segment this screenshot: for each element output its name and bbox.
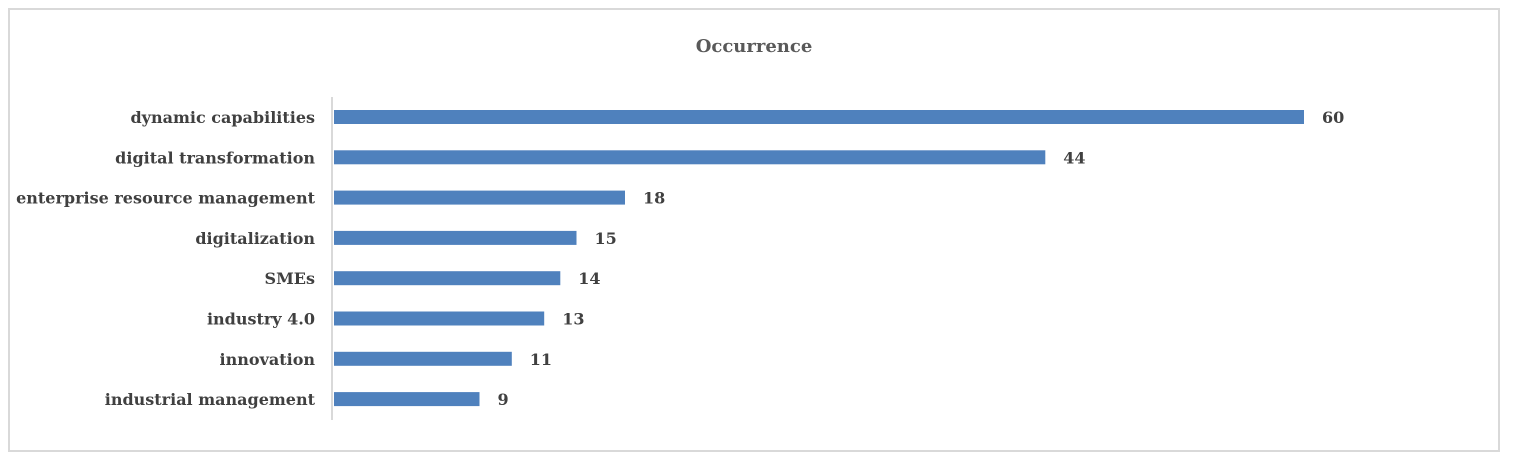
- data-label: 60: [1322, 108, 1344, 127]
- bar-5: [334, 311, 545, 326]
- bar-3: [334, 230, 577, 245]
- category-label: industrial management: [105, 390, 316, 409]
- category-label: digital transformation: [115, 148, 315, 167]
- bar-4: [334, 271, 561, 286]
- bar-2: [334, 190, 625, 205]
- bar-7: [334, 392, 480, 407]
- data-label: 9: [498, 390, 509, 409]
- category-label: SMEs: [265, 269, 315, 288]
- category-label: industry 4.0: [207, 310, 315, 329]
- data-label: 11: [530, 350, 552, 369]
- chart-frame: [8, 8, 1500, 452]
- category-label: dynamic capabilities: [130, 108, 315, 127]
- data-label: 44: [1063, 148, 1085, 167]
- bar-0: [334, 110, 1304, 124]
- bar-1: [334, 150, 1046, 165]
- data-label: 13: [562, 310, 584, 329]
- bar-6: [334, 351, 512, 366]
- data-label: 14: [578, 269, 600, 288]
- data-label: 15: [595, 229, 617, 248]
- category-label: enterprise resource management: [16, 189, 316, 208]
- bars-group: dynamic capabilities 60 digital transforma…: [16, 108, 1344, 409]
- category-label: innovation: [220, 350, 316, 369]
- category-label: digitalization: [195, 229, 315, 248]
- chart-title: Occurrence: [696, 36, 813, 57]
- data-label: 18: [643, 189, 665, 208]
